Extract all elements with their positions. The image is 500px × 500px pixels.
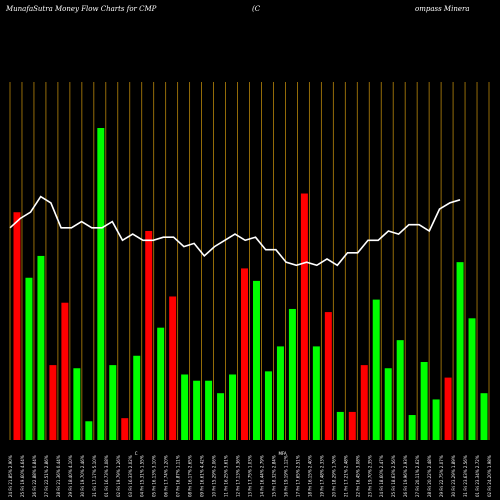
money-flow-bar [157,327,165,440]
x-tick-label: 02 Fri 19.79% 1.26% [116,455,121,497]
money-flow-bar [229,374,237,440]
money-flow-bars [13,128,488,440]
money-flow-bar [252,280,260,440]
x-tick-label: 12 Fri 17.13% 3.36% [236,455,241,497]
x-tick-label: 16 Fri 19.19% 1.12% [283,455,288,497]
x-tick-label: 31 Fri 17.17% 5.10% [92,455,97,497]
x-tick-label: 07 Fri 16.87% 1.11% [176,455,181,497]
grid-lines [9,82,490,440]
money-flow-bar [13,212,21,440]
money-flow-bar [49,365,57,440]
chart-markers: C MFA [135,451,287,456]
x-tick-label: 02 Fri 24.20% 1.98% [487,455,492,497]
x-tick-label: 23 Fri 19.70% 2.35% [367,455,372,497]
x-tick-label: 31 Fri 23.63% 2.56% [463,455,468,497]
x-tick-label: 06 Fri 17.74% 1.20% [164,455,169,497]
money-flow-bar [300,193,308,440]
money-flow-bar [468,318,476,440]
money-flow-bar [133,355,141,440]
money-flow-bar [396,340,404,440]
x-tick-label: 26 Fri 22.88% 0.84% [32,455,37,497]
money-flow-bar [420,362,428,440]
x-tick-label: 30 Fri 23.29% 1.89% [451,455,456,497]
x-tick-label: 28 Fri 21.36% 0.44% [56,455,61,497]
x-tick-label: 04 Fri 15.31% 1.55% [140,455,145,497]
money-flow-bar [205,380,213,440]
chart-title-right: ompass Minera [415,5,470,13]
money-flow-bar [360,365,368,440]
money-flow-bar [372,299,380,440]
money-flow-bar [348,411,356,440]
price-line-group [9,195,461,267]
x-tick-label: 24 Fri 21.85% 2.90% [8,455,13,497]
money-flow-bar [408,415,416,440]
money-flow-bar [312,346,320,440]
x-tick-label: 25 Fri 18.63% 2.56% [391,455,396,497]
x-tick-label: 21 Fri 17.21% 2.48% [343,455,348,497]
money-flow-bar [241,268,249,440]
x-tick-label: 25 Fri 19.60% 4.64% [20,455,25,497]
x-tick-label: 11 Fri 16.25% 3.61% [224,455,229,497]
money-flow-bar [121,418,129,440]
x-tick-label: 13 Fri 17.75% 1.03% [248,455,253,497]
money-flow-bar [324,312,332,440]
x-tick-label: 18 Fri 16.15% 2.40% [307,455,312,497]
money-flow-bar [73,368,81,440]
money-flow-bar [193,380,201,440]
x-tick-label: 27 Fri 22.51% 2.86% [44,455,49,497]
x-tick-label: 17 Fri 17.65% 2.51% [295,455,300,497]
x-tick-label: 01 Fri 23.34% 2.72% [475,455,480,497]
money-flow-bar [37,255,45,440]
x-tick-label: 28 Fri 20.22% 2.48% [427,455,432,497]
money-flow-bar [480,393,488,440]
money-flow-bar [85,421,93,440]
x-tick-label: 14 Fri 16.44% 2.79% [259,455,264,497]
x-tick-label: 29 Fri 18.40% 4.10% [68,455,73,497]
x-tick-label: 09 Fri 16.61% 4.42% [200,455,205,497]
x-tick-label: 03 Fri 16.33% 2.02% [128,455,133,497]
x-tick-label: 01 Fri 16.73% 3.08% [104,455,109,497]
money-flow-bar [217,393,225,440]
money-flow-bar [25,277,33,440]
money-flow-bar [169,296,177,440]
money-flow-bar [264,371,272,440]
x-tick-label: 05 Fri 16.13% 3.10% [152,455,157,497]
money-flow-bar [444,377,452,440]
money-flow-bar [109,365,117,440]
money-flow-bar [384,368,392,440]
x-tick-label: 10 Fri 15.29% 2.06% [212,455,217,497]
money-flow-bar [288,308,296,440]
chart-marker: MFA [278,451,286,456]
x-tick-label: 24 Fri 18.60% 2.47% [379,455,384,497]
money-flow-bar [61,302,69,440]
x-tick-label: 30 Fri 19.70% 2.46% [80,455,85,497]
money-flow-bar [181,374,189,440]
money-flow-bar [276,346,284,440]
chart-title-mid: (C [252,5,261,13]
price-line [9,195,461,267]
chart-marker: C [135,451,138,456]
x-tick-label: 15 Fri 18.32% 2.84% [271,455,276,497]
money-flow-bar [456,262,464,440]
money-flow-bar [97,128,105,440]
money-flow-bar [432,399,440,440]
chart-title-left: MunafaSutra Money Flow Charts for CMP [5,5,157,13]
x-tick-label: 22 Fri 16.45% 3.08% [355,455,360,497]
x-tick-label: 26 Fri 19.96% 2.93% [403,455,408,497]
x-tick-label: 27 Fri 20.11% 2.62% [415,455,420,497]
money-flow-bar [336,411,344,440]
x-tick-label: 20 Fri 18.29% 1.76% [331,455,336,497]
money-flow-bar [145,230,153,440]
x-tick-label: 19 Fri 17.48% 2.33% [319,455,324,497]
x-axis-tick-labels: 24 Fri 21.85% 2.90% 25 Fri 19.60% 4.64% 26… [8,455,492,497]
x-tick-label: 08 Fri 16.17% 2.65% [188,455,193,497]
x-tick-label: 29 Fri 22.75% 2.07% [439,455,444,497]
